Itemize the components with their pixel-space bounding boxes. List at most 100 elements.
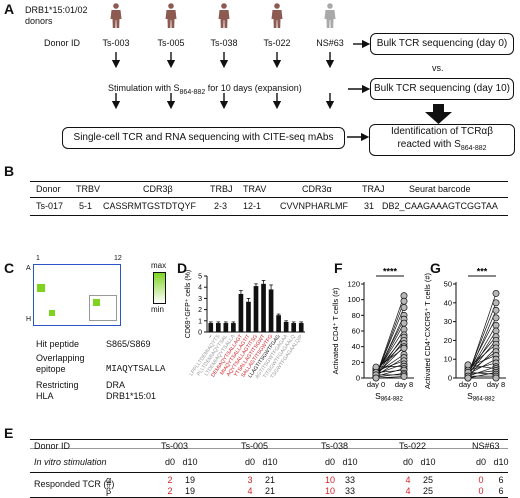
e-d10-header: d10 [182, 457, 198, 467]
e-d10-header: d10 [420, 457, 436, 467]
y-tick-label: 0 [198, 330, 202, 337]
pair-line [467, 317, 497, 373]
vs-label: vs. [432, 63, 444, 73]
e-alpha-d10: 19 [184, 475, 195, 485]
pair-line [375, 295, 405, 377]
y-tick-label: 80 [352, 311, 360, 320]
pair-line [375, 376, 405, 379]
hit-well [37, 284, 45, 292]
cell-trav: 12-1 [243, 201, 262, 211]
e-beta-d0: 2 [167, 486, 173, 496]
table-e-sub-rule [30, 448, 508, 449]
e-alpha-d0: 2 [167, 475, 173, 485]
significance-stars: **** [383, 267, 398, 277]
pair-line [467, 355, 497, 368]
cell-seurat-barcode: DB2_CAAGAAAGTCGGTAA [382, 201, 498, 211]
pair-line [375, 360, 405, 372]
e-alpha-d0: 4 [405, 475, 411, 485]
e-donor-id-label: Donor ID [34, 441, 71, 451]
e-d10-header: d10 [493, 457, 509, 467]
y-tick-label: 30 [444, 317, 452, 326]
panel-label-d: D [177, 260, 188, 276]
day0-point [372, 374, 380, 382]
y-tick-label: 5 [198, 274, 202, 281]
panel-label-a: A [4, 1, 15, 17]
restricting-label-2: HLA [36, 391, 54, 401]
bar [261, 283, 266, 332]
bar [238, 293, 244, 332]
bulk-tcr-day10-text: Bulk TCR sequencing (day 10) [374, 82, 510, 94]
e-beta-label: β [106, 486, 112, 496]
header-traj: TRAJ [362, 184, 385, 194]
bar [246, 301, 251, 332]
e-d0-header: d0 [244, 457, 255, 467]
cell-donor: Ts-017 [36, 201, 64, 211]
e-beta-d10: 25 [422, 486, 433, 496]
plate-row-start: A [26, 265, 31, 272]
e-beta-d0: 4 [405, 486, 411, 496]
legend-min: min [151, 305, 164, 314]
pair-line [375, 365, 405, 368]
bar [298, 323, 304, 332]
y-tick-label: 40 [352, 342, 360, 351]
pair-line [467, 364, 497, 369]
single-cell-seq-box: Single-cell TCR and RNA sequencing with … [62, 127, 345, 149]
e-donor-header: NS#63 [472, 441, 500, 451]
pair-line [375, 343, 405, 371]
identification-line1: Identification of TCRαβ [391, 126, 493, 138]
plate-col-start: 1 [36, 255, 40, 262]
y-tick-label: 10 [444, 355, 452, 364]
y-tick-label: 50 [444, 280, 452, 289]
donor-1-icon [110, 3, 122, 28]
day8-point [492, 289, 500, 297]
restricting-label-1: Restricting [36, 380, 79, 390]
bulk-tcr-day0-text: Bulk TCR sequencing (day 0) [376, 37, 508, 49]
e-d0-header: d0 [402, 457, 413, 467]
x-category-label: day 0 [459, 380, 477, 389]
color-scale-bar [153, 272, 166, 304]
y-tick-label: 0 [356, 374, 360, 383]
identification-box: Identification of TCRαβ reacted with S86… [369, 124, 515, 156]
donors-label: donors [25, 16, 53, 26]
pair-line [467, 372, 497, 375]
header-trbj: TRBJ [210, 184, 233, 194]
y-axis-label: Activated CD4⁺CXCR5⁺ T cells (#) [423, 272, 432, 389]
e-beta-d10: 21 [264, 486, 275, 496]
overlapping-label-2: epitope [36, 364, 66, 374]
panel-label-e: E [4, 425, 14, 441]
day8-point [400, 297, 408, 305]
donor-2-icon [165, 3, 177, 28]
day8-point [400, 372, 408, 380]
y-tick-label: 1 [198, 318, 202, 325]
e-alpha-label: α [106, 475, 112, 485]
panel-a-diagram [110, 3, 452, 142]
restricting-hla-label: Restricting HLA [36, 380, 79, 402]
activated-cxcr5-paired-plot: 0 10 20 30 40 50 Activated CD4⁺CXCR5⁺ T cells … [423, 267, 506, 403]
pair-line [375, 347, 405, 369]
panel-label-c: C [4, 260, 15, 276]
activated-cd4-paired-plot: 0 20 40 60 80 100 120 Activated CD4⁺ T cells (#… [331, 267, 414, 403]
header-seurat-barcode: Seurat barcode [409, 184, 471, 194]
e-beta-d0: 4 [247, 486, 253, 496]
pair-line [375, 354, 405, 374]
donor-id-label: Donor ID [44, 38, 81, 48]
day8-point [492, 306, 500, 314]
peptide-plate [33, 264, 121, 326]
control-donor-icon [324, 3, 336, 28]
bulk-tcr-day10-box: Bulk TCR sequencing (day 10) [370, 78, 514, 100]
day0-point [464, 361, 472, 369]
cell-traj: 31 [364, 201, 375, 211]
donor-1-id: Ts-003 [102, 38, 130, 48]
day8-point [400, 319, 408, 327]
bar [268, 289, 274, 332]
x-category-label: day 0 [367, 380, 385, 389]
e-beta-d10: 33 [344, 486, 355, 496]
day8-point [492, 299, 500, 307]
stimulation-text: Stimulation with S [108, 83, 180, 93]
e-alpha-d10: 6 [498, 475, 504, 485]
stimulation-text-post: for 10 days (expansion) [205, 83, 302, 93]
significance-stars: *** [477, 267, 488, 277]
plate-col-end: 12 [114, 255, 122, 262]
bar [253, 286, 259, 332]
